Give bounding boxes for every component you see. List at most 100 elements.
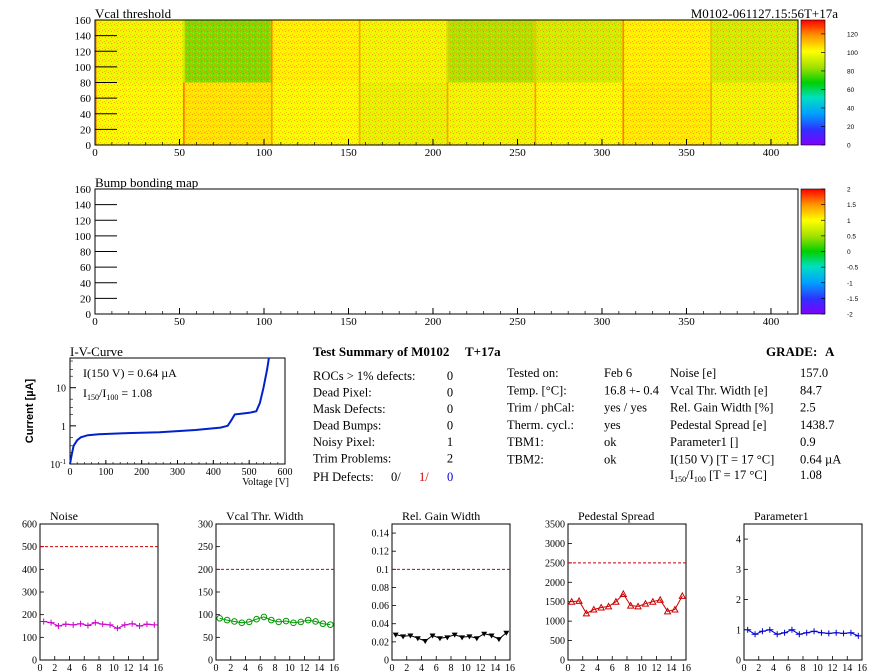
roc-plot-point [54, 623, 62, 629]
roc-plot-x-tick-label: 12 [828, 663, 838, 672]
roc-plot-point [626, 601, 635, 609]
condition-label: Tested on: [507, 366, 559, 380]
y-tick-label: 60 [80, 93, 92, 105]
summary-temp-tag: T+17a [465, 344, 501, 359]
roc-plot-point [422, 638, 429, 644]
color-scale-tick-label: 120 [847, 31, 858, 38]
roc-plot-title: Pedestal Spread [578, 509, 654, 523]
vcal-color-scale [800, 19, 826, 146]
roc-plot-point [62, 621, 70, 628]
roc-plot-point [466, 634, 473, 640]
roc-cell-texture [182, 82, 272, 145]
roc-plot-x-tick-label: 2 [404, 663, 409, 672]
iv-x-tick-label: 200 [134, 467, 149, 478]
roc-plot-x-tick-label: 0 [390, 663, 395, 672]
roc-plot-y-tick-label: 2000 [545, 578, 565, 589]
roc-plot-y-tick-label: 300 [198, 520, 213, 531]
grade-value: A [825, 344, 835, 359]
x-tick-label: 50 [174, 147, 186, 159]
roc-plot-x-tick-label: 8 [801, 663, 806, 672]
condition-value: yes [604, 418, 621, 432]
performance-value: 0.64 µA [800, 453, 841, 467]
color-scale-tick-label: 1.5 [847, 202, 856, 209]
roc-plot-x-tick-label: 16 [505, 663, 515, 672]
roc-plot-x-tick-label: 2 [228, 663, 233, 672]
roc-plot-point [810, 628, 818, 635]
y-tick-label: 160 [75, 184, 92, 196]
roc-cell-texture [446, 20, 535, 83]
iv-x-tick-label: 100 [98, 467, 113, 478]
performance-value: 0.9 [800, 435, 816, 449]
roc-plot-y-tick-label: 200 [198, 565, 213, 576]
roc-plot-x-tick-label: 0 [38, 663, 43, 672]
roc-plot-title: Parameter1 [754, 509, 809, 523]
y-tick-label: 20 [80, 124, 92, 136]
bump-x-axis: 0 50 100 150 200 250 300 350 400 [92, 308, 789, 328]
roc-plot-x-tick-label: 16 [681, 663, 691, 672]
bump-color-scale-ticks: -2 -1.5 -1 -0.5 0 0.5 1 1.5 2 [821, 187, 859, 319]
roc-plot-x-tick-label: 0 [566, 663, 571, 672]
y-tick-label: 40 [80, 109, 92, 121]
roc-plot-point [773, 631, 781, 638]
roc-plot-x-tick-label: 4 [243, 663, 248, 672]
iv-x-tick-label: 400 [206, 467, 221, 478]
y-tick-label: 100 [75, 231, 92, 243]
roc-plot-point [781, 629, 789, 636]
roc-cell-texture [534, 82, 623, 145]
iv-y-tick-exponent: -1 [60, 458, 66, 466]
summary-label: Mask Defects: [313, 402, 386, 416]
roc-plot-x-tick-label: 8 [625, 663, 630, 672]
roc-plot-y-tick-label: 0 [736, 656, 741, 667]
condition-value: ok [604, 435, 617, 449]
bump-y-axis: 0 20 40 60 80 100 120 140 160 [75, 184, 117, 321]
roc-plot-point [106, 621, 114, 628]
roc-plot-x-tick-label: 10 [285, 663, 295, 672]
roc-plot-point [503, 630, 510, 636]
roc-plot-point [392, 632, 399, 638]
condition-value: yes / yes [604, 401, 647, 415]
summary-value: 2 [447, 452, 453, 466]
roc-plot-point [238, 619, 246, 627]
iv-y-tick-label: 1 [61, 422, 66, 433]
roc-plot-point [113, 625, 121, 632]
roc-plot-point [436, 636, 443, 642]
vcal-x-axis: 0 50 100 150 200 250 300 350 400 [92, 139, 789, 159]
roc-plot-point [99, 621, 107, 628]
roc-plot-point [825, 630, 833, 637]
x-tick-label: 400 [763, 316, 780, 328]
summary-label: Noisy Pixel: [313, 435, 375, 449]
roc-plot-y-tick-label: 3500 [545, 520, 565, 531]
roc-plot-point [69, 621, 77, 628]
roc-plot-point [854, 632, 862, 639]
roc-plot-y-tick-label: 0.14 [372, 529, 390, 540]
summary-value: 1 [447, 435, 453, 449]
roc-plot-x-tick-label: 12 [652, 663, 662, 672]
roc-plot-x-tick-label: 4 [595, 663, 600, 672]
iv-curve-plot: I-V-Curve I(150 V) = 0.64 µA I150/I100 =… [24, 344, 293, 488]
condition-value: ok [604, 453, 617, 467]
roc-plot-point [656, 595, 665, 603]
y-tick-label: 20 [80, 293, 92, 305]
module-label: M0102-061127.15:56T+17a [691, 6, 839, 21]
color-scale-tick-label: 80 [847, 68, 855, 75]
performance-value: 2.5 [800, 401, 816, 415]
roc-plot-point [847, 629, 855, 636]
bump-title: Bump bonding map [95, 175, 198, 190]
iv-title: I-V-Curve [70, 344, 123, 359]
roc-plot-x-tick-label: 10 [813, 663, 823, 672]
roc-plot-x-tick-label: 4 [419, 663, 424, 672]
roc-plot-y-tick-label: 1500 [545, 597, 565, 608]
roc-plot-y-tick-label: 0.02 [372, 637, 390, 648]
color-scale-tick-label: 40 [847, 105, 855, 112]
roc-plot-frame [743, 523, 863, 661]
roc-plot-frame [567, 523, 687, 661]
roc-cell-texture [358, 20, 447, 83]
x-tick-label: 100 [256, 316, 273, 328]
ph-defects-v1: 0/ [391, 470, 401, 484]
roc-plot-y-tick-label: 0 [208, 656, 213, 667]
iv-y-axis: 10-1 1 10 [50, 360, 76, 471]
x-tick-label: 350 [678, 147, 695, 159]
iv-x-tick-label: 0 [68, 467, 73, 478]
roc-plot-x-tick-label: 6 [258, 663, 263, 672]
